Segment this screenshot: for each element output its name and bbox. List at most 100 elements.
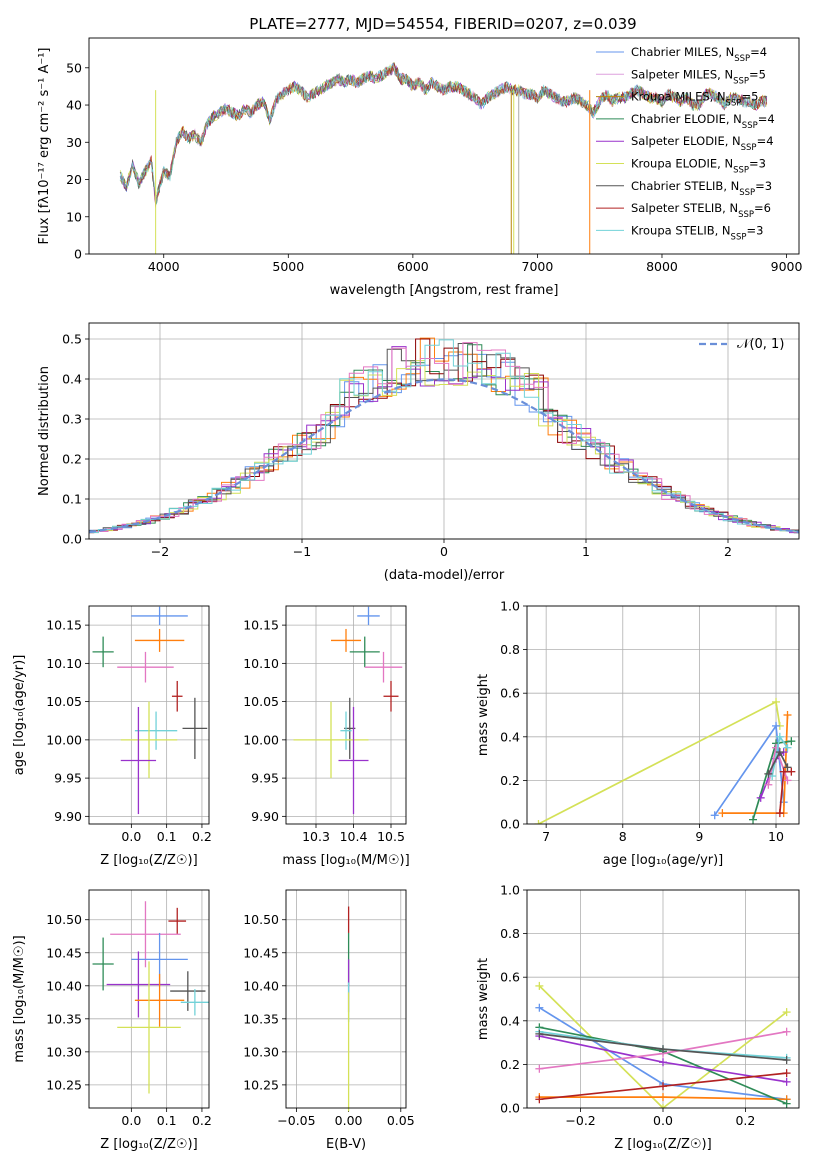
y-tick-label: 1.0 — [500, 883, 520, 898]
y-axis-label: mass weight — [476, 958, 491, 1040]
x-tick-label: 10.5 — [377, 829, 405, 844]
axes-frame — [285, 889, 407, 1109]
x-tick-label: 7000 — [522, 259, 554, 274]
y-tick-label: 10.35 — [46, 1011, 82, 1026]
error-bar-point — [364, 651, 403, 683]
weight-series — [534, 697, 784, 824]
error-bar-point — [110, 901, 181, 968]
y-tick-label: 10.05 — [243, 694, 279, 709]
x-tick-label: 0.00 — [335, 1113, 363, 1128]
weight-series — [535, 1069, 791, 1104]
x-tick-label: 0.1 — [157, 1113, 177, 1128]
panels: 4000 5000 6000 7000 8000 900001020304050wavel… — [12, 37, 803, 1152]
weight-line — [722, 714, 789, 814]
weight-series — [535, 981, 791, 1108]
y-tick-label: 0.2 — [500, 1057, 520, 1072]
spectrum-panel: 4000 5000 6000 7000 8000 9000 0 10 20 30 40 50 wavel… — [37, 37, 803, 298]
error-bar-point — [180, 989, 209, 1016]
y-tick-label: 0.4 — [500, 1013, 520, 1028]
error-bar-point — [134, 973, 185, 1027]
legend-label: Salpeter STELIB, NSSP=6 — [631, 201, 771, 220]
axes-frame — [88, 605, 210, 825]
x-tick-label: −0.2 — [565, 1113, 595, 1128]
y-tick-label: 9.90 — [54, 809, 82, 824]
x-axis-label: Z [log₁₀(Z/Z☉)] — [100, 1137, 197, 1152]
x-tick-label: 10.3 — [302, 829, 330, 844]
x-tick-label: 0 — [440, 544, 448, 559]
y-tick-label: 0.6 — [500, 686, 520, 701]
error-bar-point — [331, 628, 361, 652]
weight-series — [535, 1027, 791, 1073]
error-bar-point — [182, 697, 208, 759]
y-tick-label: 10.50 — [46, 912, 82, 927]
y-tick-label: 0.2 — [62, 452, 82, 467]
y-tick-label: 0.3 — [62, 412, 82, 427]
y-tick-label: 40 — [66, 98, 82, 113]
axes-frame — [526, 605, 800, 825]
y-axis-label: mass [log₁₀(M/M☉)] — [12, 935, 27, 1062]
x-tick-label: 0.0 — [653, 1113, 673, 1128]
y-tick-label: 10.40 — [243, 978, 279, 993]
x-tick-label: −1 — [293, 544, 311, 559]
legend-label: Kroupa ELODIE, NSSP=3 — [631, 157, 766, 176]
y-tick-label: 10.15 — [46, 618, 82, 633]
y-tick-label: 10.25 — [46, 1077, 82, 1092]
error-bar-point — [383, 680, 399, 712]
age-vs-mass-panel: 10.3 10.4 10.5 9.90 9.95 10.00 10.05 10.10 10.15… — [243, 605, 410, 868]
histogram-series — [89, 343, 799, 535]
x-tick-label: 0.05 — [387, 1113, 415, 1128]
x-axis-label: (data-model)/error — [384, 568, 505, 583]
x-tick-label: 0.0 — [121, 829, 141, 844]
x-tick-label: −2 — [151, 544, 169, 559]
y-tick-label: 0.4 — [62, 372, 82, 387]
y-tick-label: 0.5 — [62, 332, 82, 347]
x-axis-label: Z [log₁₀(Z/Z☉)] — [614, 1137, 711, 1152]
x-tick-label: 0.2 — [192, 829, 212, 844]
mass-vs-Z-panel: 0.0 0.1 0.2 10.25 10.30 10.35 10.40 10.45 10.50 Z… — [12, 889, 212, 1152]
legend-label: Chabrier STELIB, NSSP=3 — [631, 179, 772, 198]
x-tick-label: 6000 — [397, 259, 429, 274]
x-tick-label: 10.4 — [340, 829, 368, 844]
legend-label: Salpeter ELODIE, NSSP=4 — [631, 134, 774, 153]
y-axis-label: Normed distribution — [37, 366, 52, 496]
x-axis-label: E(B-V) — [326, 1137, 366, 1152]
error-bar-point — [340, 711, 352, 750]
error-bar-point — [357, 606, 380, 626]
x-axis-label: age [log₁₀(age/yr)] — [603, 853, 724, 868]
y-tick-label: 0.2 — [500, 773, 520, 788]
legend-label: 𝒩(0, 1) — [737, 337, 784, 352]
y-tick-label: 0.0 — [500, 1101, 520, 1116]
y-tick-label: 10.25 — [243, 1077, 279, 1092]
y-tick-label: 10.05 — [46, 694, 82, 709]
error-bar-point — [171, 680, 183, 712]
weight-vs-Z-panel: −0.2 0.0 0.2 0.0 0.2 0.4 0.6 0.8 1.0 Z [log₁₀(Z/Z… — [476, 883, 800, 1152]
error-bar-point — [131, 606, 188, 626]
error-bar-point — [168, 907, 187, 935]
figure-title: PLATE=2777, MJD=54554, FIBERID=0207, z=0… — [249, 15, 636, 33]
y-tick-label: 10.10 — [243, 656, 279, 671]
weight-vs-age-panel: 7 8 9 10 0.0 0.2 0.4 0.6 0.8 1.0 age [log₁₀(age/yr… — [476, 599, 800, 868]
y-axis-label: Flux [fλ10⁻¹⁷ erg cm⁻² s⁻¹ A⁻¹] — [37, 48, 52, 245]
mass-vs-ebv-panel: −0.05 0.00 0.05 10.25 10.30 10.35 10.40 10.45 10… — [243, 889, 415, 1152]
x-tick-label: 8000 — [646, 259, 678, 274]
x-axis-label: wavelength [Angstrom, rest frame] — [330, 283, 559, 298]
error-bar-point — [170, 971, 206, 1011]
weight-series — [764, 748, 792, 778]
y-tick-label: 10.30 — [46, 1044, 82, 1059]
y-tick-label: 1.0 — [500, 599, 520, 614]
y-tick-label: 10.40 — [46, 978, 82, 993]
axes-frame — [285, 605, 407, 825]
y-tick-label: 20 — [66, 172, 82, 187]
y-tick-label: 0.8 — [500, 642, 520, 657]
x-axis-label: Z [log₁₀(Z/Z☉)] — [100, 853, 197, 868]
legend-label: Chabrier ELODIE, NSSP=4 — [631, 112, 775, 131]
y-tick-label: 0.0 — [500, 817, 520, 832]
y-tick-label: 0 — [74, 247, 82, 262]
x-tick-label: 9000 — [771, 259, 803, 274]
x-axis-label: mass [log₁₀(M/M☉)] — [282, 853, 409, 868]
histogram-series — [89, 342, 799, 533]
y-tick-label: 10.00 — [46, 732, 82, 747]
y-tick-label: 10.45 — [46, 945, 82, 960]
error-bar-point — [120, 701, 178, 779]
